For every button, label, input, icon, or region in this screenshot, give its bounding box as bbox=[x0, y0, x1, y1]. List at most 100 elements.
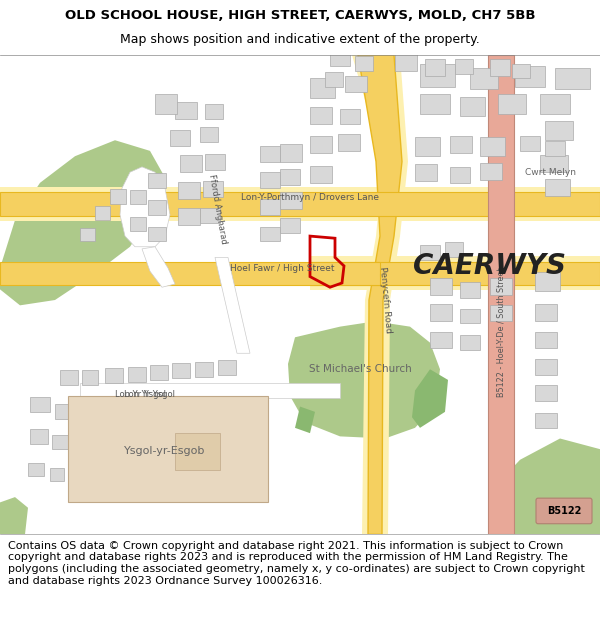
Bar bbox=[450, 167, 470, 183]
Bar bbox=[130, 190, 146, 204]
Text: B5122: B5122 bbox=[547, 506, 581, 516]
Text: Contains OS data © Crown copyright and database right 2021. This information is : Contains OS data © Crown copyright and d… bbox=[8, 541, 584, 586]
Bar bbox=[490, 278, 512, 294]
Polygon shape bbox=[0, 497, 28, 534]
Bar bbox=[172, 363, 190, 378]
Text: Ysgol-yr-Esgob: Ysgol-yr-Esgob bbox=[124, 446, 206, 456]
Bar bbox=[310, 107, 332, 124]
Bar bbox=[460, 335, 480, 350]
Polygon shape bbox=[358, 55, 402, 534]
Bar bbox=[310, 262, 600, 285]
Bar bbox=[345, 76, 367, 92]
Bar bbox=[395, 52, 417, 71]
Bar bbox=[545, 121, 573, 140]
Polygon shape bbox=[120, 167, 170, 247]
Bar bbox=[310, 256, 600, 291]
Bar bbox=[0, 192, 600, 216]
Polygon shape bbox=[352, 55, 408, 534]
Text: Lon Yr Ysgol: Lon Yr Ysgol bbox=[125, 391, 176, 399]
Bar bbox=[55, 404, 73, 419]
Bar bbox=[445, 242, 463, 258]
Text: CAERWYS: CAERWYS bbox=[413, 252, 566, 280]
Text: Penycefn Road: Penycefn Road bbox=[377, 266, 392, 334]
Bar bbox=[535, 272, 560, 291]
Bar bbox=[148, 173, 166, 188]
Bar bbox=[540, 94, 570, 114]
Bar bbox=[490, 59, 510, 76]
Bar bbox=[52, 435, 68, 449]
Polygon shape bbox=[412, 369, 448, 428]
Bar bbox=[425, 59, 445, 76]
Bar bbox=[512, 64, 530, 78]
Bar bbox=[280, 218, 300, 233]
Bar bbox=[82, 371, 98, 385]
Bar bbox=[280, 144, 302, 161]
Bar bbox=[205, 154, 225, 170]
Bar bbox=[130, 217, 146, 231]
Bar bbox=[150, 365, 168, 380]
Bar bbox=[178, 182, 200, 199]
Polygon shape bbox=[490, 439, 600, 534]
Text: St Michael's Church: St Michael's Church bbox=[308, 364, 412, 374]
Text: B5122 - Hoel-Y-De / South Street: B5122 - Hoel-Y-De / South Street bbox=[497, 267, 505, 397]
Bar bbox=[28, 463, 44, 476]
Bar bbox=[480, 162, 502, 179]
Bar bbox=[280, 192, 302, 209]
Text: Cwrt Melyn: Cwrt Melyn bbox=[525, 168, 576, 177]
Bar bbox=[340, 109, 360, 124]
Bar bbox=[545, 141, 565, 156]
Bar bbox=[128, 367, 146, 382]
Bar bbox=[0, 262, 380, 285]
Bar bbox=[498, 94, 526, 114]
Bar bbox=[480, 137, 505, 156]
Bar bbox=[535, 304, 557, 321]
Bar bbox=[430, 278, 452, 294]
Bar bbox=[430, 332, 452, 348]
Bar bbox=[200, 127, 218, 142]
Bar bbox=[310, 166, 332, 183]
Bar bbox=[545, 179, 570, 196]
Polygon shape bbox=[288, 321, 440, 439]
Bar bbox=[540, 155, 568, 172]
Bar bbox=[0, 187, 600, 221]
Bar bbox=[260, 146, 280, 161]
Bar bbox=[178, 208, 200, 226]
Bar bbox=[535, 359, 557, 374]
Bar bbox=[520, 136, 540, 151]
Bar bbox=[515, 66, 545, 87]
Bar bbox=[460, 282, 480, 298]
Bar bbox=[555, 68, 590, 89]
Bar bbox=[203, 181, 223, 197]
Bar bbox=[450, 136, 472, 153]
Bar bbox=[280, 169, 300, 185]
Bar bbox=[470, 68, 498, 89]
Bar bbox=[338, 134, 360, 151]
Bar bbox=[205, 104, 223, 119]
Text: Lon-Y-Porthmyn / Drovers Lane: Lon-Y-Porthmyn / Drovers Lane bbox=[241, 193, 379, 202]
Bar bbox=[490, 306, 512, 321]
Bar bbox=[110, 189, 126, 204]
Bar bbox=[460, 96, 485, 116]
Bar bbox=[170, 129, 190, 146]
Bar bbox=[535, 332, 557, 348]
Bar bbox=[260, 172, 280, 188]
Bar bbox=[195, 362, 213, 377]
Bar bbox=[200, 208, 220, 223]
Bar bbox=[30, 429, 48, 444]
Polygon shape bbox=[120, 398, 138, 481]
Bar bbox=[535, 385, 557, 401]
Bar bbox=[68, 396, 268, 502]
Bar bbox=[420, 94, 450, 114]
Polygon shape bbox=[142, 247, 175, 288]
Bar bbox=[80, 383, 340, 398]
Bar bbox=[310, 136, 332, 153]
Bar bbox=[95, 206, 110, 220]
Bar bbox=[325, 72, 343, 87]
Bar bbox=[260, 199, 280, 215]
Polygon shape bbox=[215, 258, 250, 353]
Bar bbox=[430, 304, 452, 321]
Bar bbox=[310, 78, 335, 98]
Bar bbox=[180, 155, 202, 172]
Text: Map shows position and indicative extent of the property.: Map shows position and indicative extent… bbox=[120, 33, 480, 46]
Polygon shape bbox=[0, 55, 165, 306]
